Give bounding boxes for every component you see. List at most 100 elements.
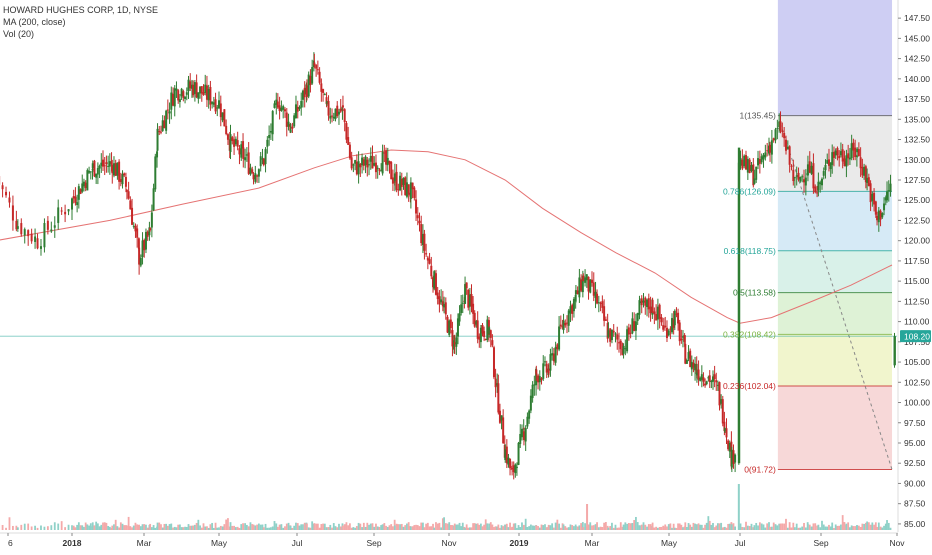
symbol-legend[interactable]: HOWARD HUGHES CORP, 1D, NYSE (3, 4, 158, 16)
candle-body (618, 342, 620, 343)
volume-bar (715, 526, 717, 530)
candle-body (298, 107, 300, 109)
candle-body (591, 280, 593, 283)
volume-bar (403, 527, 405, 530)
volume-bar (796, 524, 798, 530)
volume-bar (136, 524, 138, 530)
candle-body (443, 304, 445, 307)
volume-bar (686, 527, 688, 530)
volume-bar (710, 525, 712, 530)
volume-bar (140, 526, 142, 530)
y-axis-tick-label: 120.00 (904, 236, 930, 246)
candle-body (844, 161, 846, 166)
volume-bar (726, 528, 728, 530)
candle-body (653, 311, 655, 314)
volume-bar (546, 527, 548, 530)
candle-body (154, 156, 156, 189)
candle-body (838, 156, 840, 159)
volume-bar (868, 522, 870, 530)
volume-bar (151, 527, 153, 530)
volume-bar (488, 524, 490, 530)
volume-bar (701, 525, 703, 530)
volume-bar (854, 526, 856, 530)
volume-bar (222, 526, 224, 530)
volume-bar (71, 525, 73, 530)
volume-bar (593, 525, 595, 530)
volume-bar (260, 525, 262, 530)
volume-bar (177, 525, 179, 530)
y-axis-tick-label: 122.50 (904, 215, 930, 225)
volume-bar (668, 524, 670, 530)
volume-bar (123, 525, 125, 530)
candle-body (377, 168, 379, 169)
candle-body (189, 81, 191, 88)
volume-bar (253, 525, 255, 530)
candle-body (160, 132, 162, 133)
volume-bar (722, 527, 724, 530)
volume-bar (192, 526, 194, 530)
fibonacci-retracement[interactable] (778, 0, 892, 470)
candle-body (420, 224, 422, 243)
candle-body (714, 374, 716, 379)
candle-body (491, 340, 493, 345)
volume-bar (106, 523, 108, 530)
volume-bar (302, 524, 304, 530)
volume-legend[interactable]: Vol (20) (3, 28, 158, 40)
ma-legend[interactable]: MA (200, close) (3, 16, 158, 28)
volume-bar (92, 522, 94, 530)
volume-bar (315, 524, 317, 530)
volume-bar (218, 527, 220, 530)
y-axis[interactable]: 85.0087.5090.0092.5095.0097.50100.00102.… (898, 0, 932, 550)
volume-bar (363, 523, 365, 530)
volume-bar (525, 519, 527, 530)
candle-body (433, 271, 435, 288)
candle-body (163, 120, 165, 128)
volume-bar (370, 524, 372, 530)
candle-body (336, 106, 338, 116)
volume-bar (714, 527, 716, 530)
volume-bar (819, 527, 821, 530)
volume-bar (792, 523, 794, 530)
candle-body (317, 69, 319, 70)
volume-bar (655, 527, 657, 530)
y-axis-tick-label: 100.00 (904, 398, 930, 408)
y-axis-tick-label: 147.50 (904, 13, 930, 23)
volume-bar (85, 523, 87, 530)
volume-bar (204, 526, 206, 530)
candle-body (392, 177, 394, 183)
candle-body (223, 109, 225, 126)
candle-body (836, 148, 838, 155)
candle-body (251, 169, 253, 173)
candle-body (809, 161, 811, 172)
volume-bar (688, 523, 690, 530)
candle-body (300, 101, 302, 108)
candle-body (568, 311, 570, 326)
candle-body (220, 103, 222, 117)
volume-bar (335, 526, 337, 530)
volume-bar (390, 524, 392, 530)
volume-bar (863, 524, 865, 530)
candle-body (218, 100, 220, 108)
volume-bar (527, 527, 529, 530)
x-axis-tick-label: Jul (735, 538, 746, 548)
volume-bar (199, 525, 201, 530)
volume-bar (563, 524, 565, 530)
volume-bar (83, 527, 85, 530)
volume-bar (94, 525, 96, 530)
fib-level-label: 1(135.45) (739, 111, 776, 121)
candle-body (401, 179, 403, 187)
volume-bar (279, 525, 281, 530)
volume-bar (143, 524, 145, 530)
candle-body (477, 320, 479, 338)
fib-zone (778, 293, 892, 335)
candle-body (611, 330, 613, 340)
volume-bar (780, 524, 782, 530)
volume-bar (135, 523, 137, 530)
candle-body (188, 80, 190, 91)
volume-bar (111, 526, 113, 530)
candle-body (295, 104, 297, 118)
candle-body (179, 99, 181, 102)
candle-body (113, 163, 115, 175)
